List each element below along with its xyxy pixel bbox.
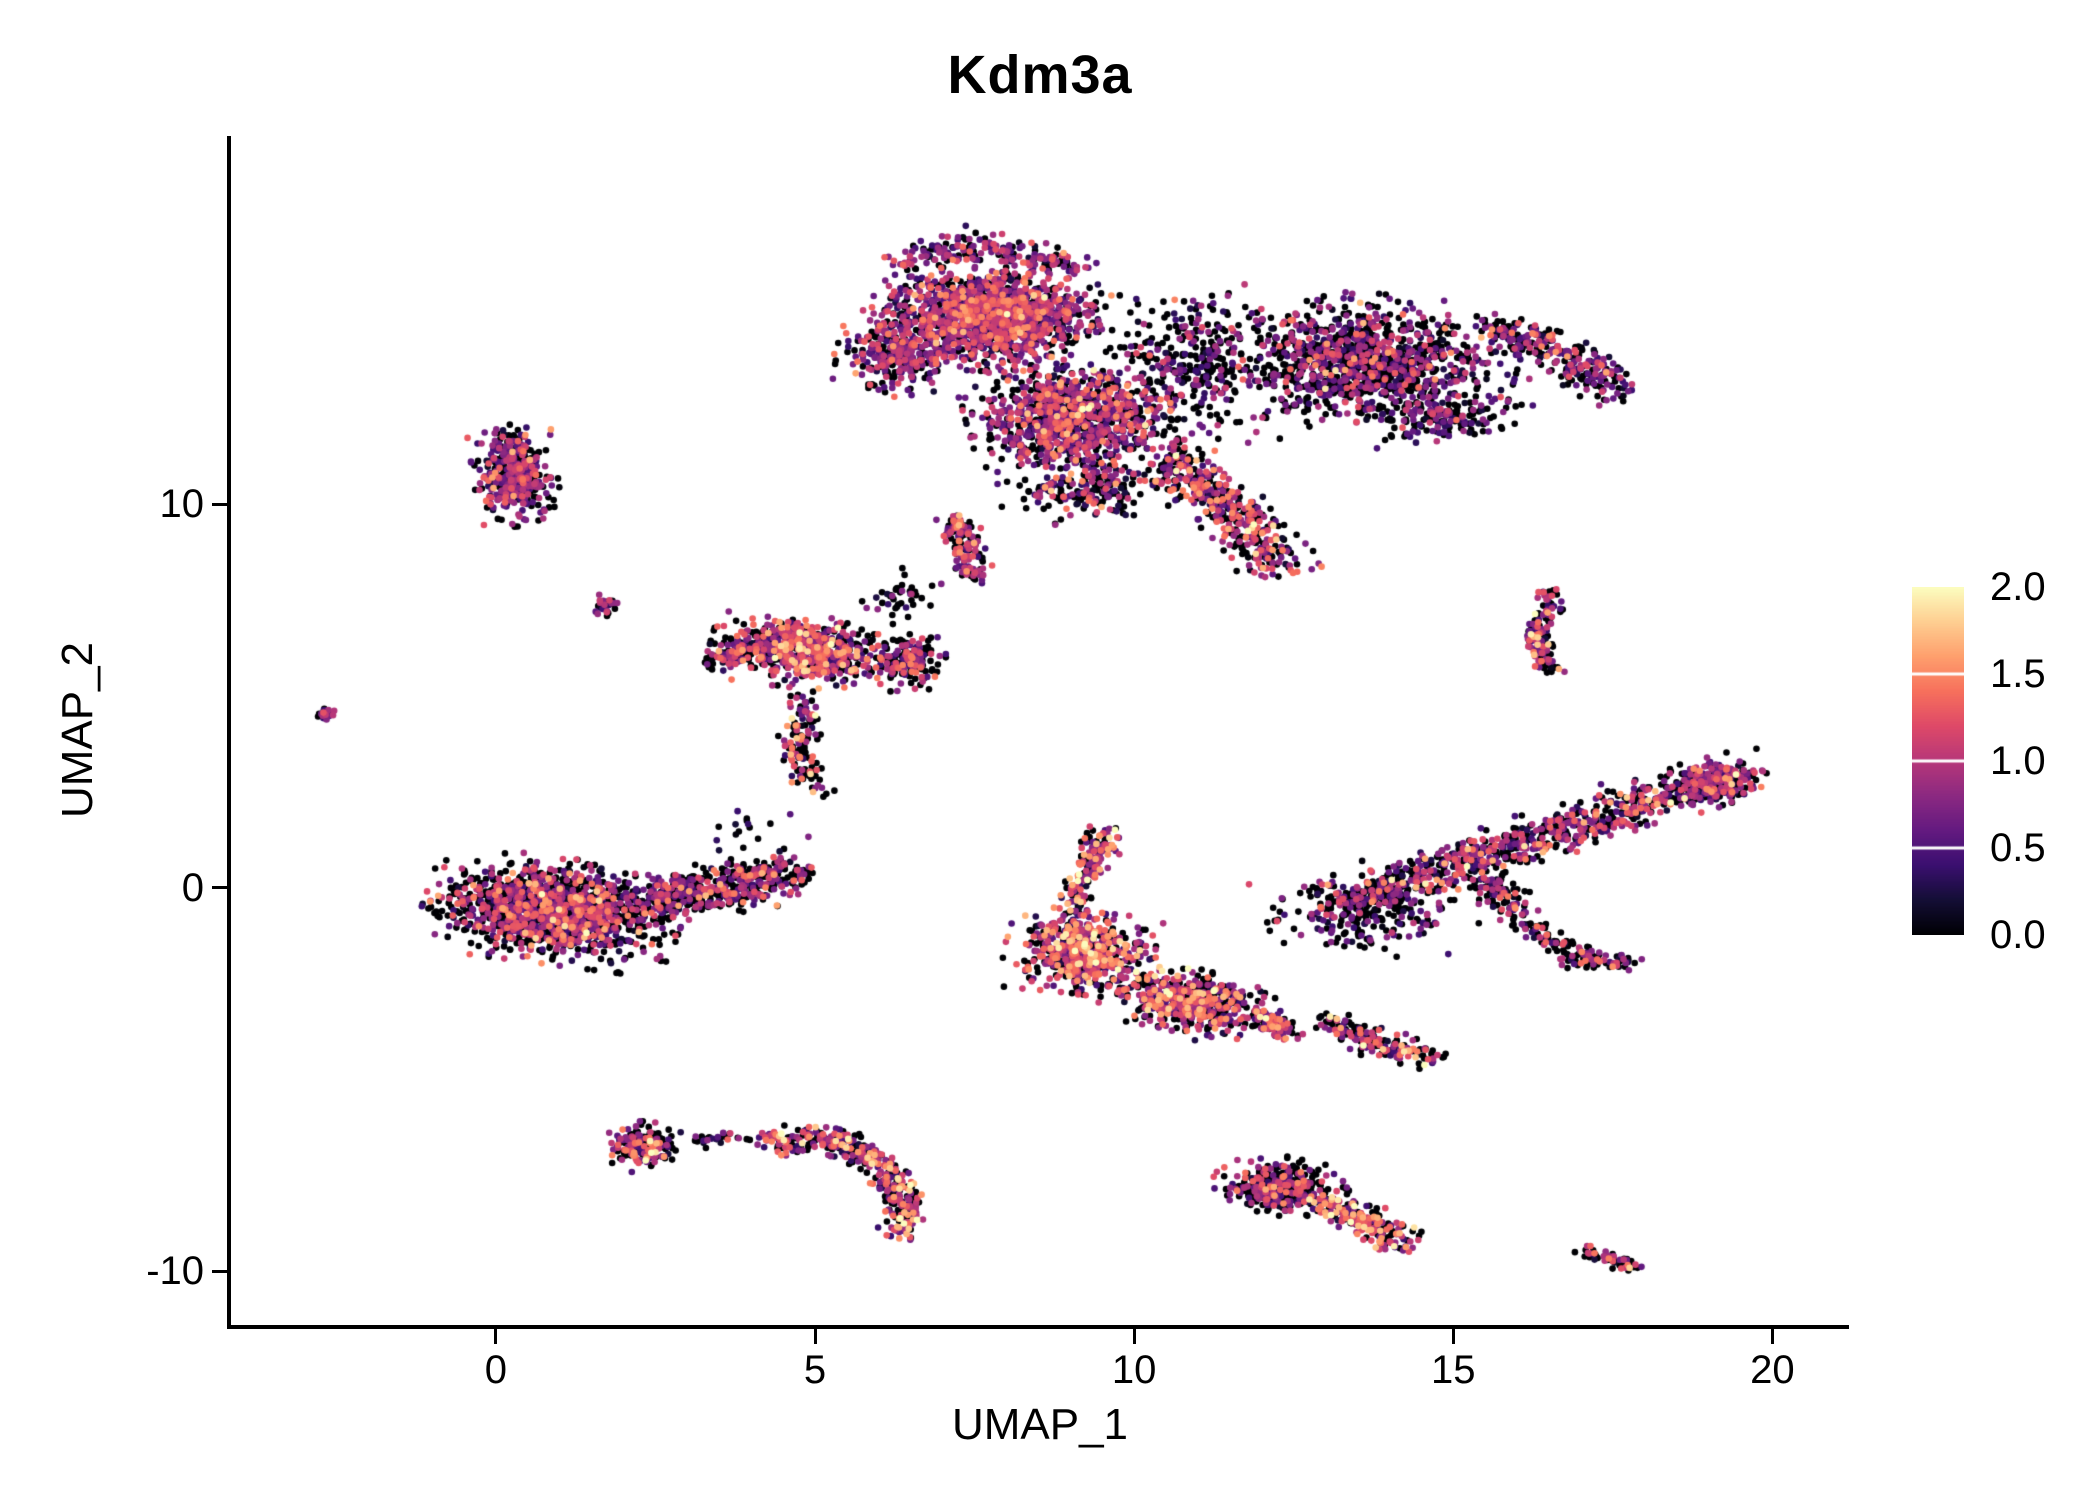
x-axis-label: UMAP_1 — [951, 1400, 1129, 1449]
x-tick-label-10: 10 — [1111, 1348, 1157, 1392]
x-tick-mark-10 — [1132, 1329, 1136, 1344]
colorbar-tick-label-0.0: 0.0 — [1990, 913, 2046, 957]
x-axis-line — [227, 1325, 1849, 1329]
y-tick-mark--10 — [212, 1269, 227, 1273]
y-axis-label: UMAP_2 — [53, 641, 102, 819]
x-tick-label-0: 0 — [484, 1348, 507, 1392]
y-tick-label-10: 10 — [159, 482, 205, 527]
colorbar-tick-label-2.0: 2.0 — [1990, 565, 2046, 609]
y-tick-label-0: 0 — [181, 865, 204, 910]
y-tick-mark-10 — [212, 502, 227, 506]
y-tick-label--10: -10 — [146, 1249, 204, 1294]
colorbar-legend — [1912, 587, 1964, 940]
y-tick-mark-0 — [212, 886, 227, 890]
x-tick-label-5: 5 — [803, 1348, 827, 1392]
y-axis-line — [227, 136, 231, 1329]
x-tick-mark-20 — [1770, 1329, 1774, 1344]
x-tick-mark-0 — [494, 1329, 498, 1344]
x-tick-mark-5 — [813, 1329, 817, 1344]
colorbar-tick-label-1.0: 1.0 — [1990, 739, 2046, 783]
x-tick-label-15: 15 — [1431, 1348, 1476, 1392]
x-tick-label-20: 20 — [1750, 1348, 1795, 1392]
plot-title: Kdm3a — [947, 45, 1133, 105]
colorbar-tick-label-1.5: 1.5 — [1990, 652, 2046, 696]
x-tick-mark-15 — [1451, 1329, 1455, 1344]
colorbar-tick-label-0.5: 0.5 — [1990, 826, 2046, 870]
colorbar-gradient — [1912, 587, 1964, 935]
